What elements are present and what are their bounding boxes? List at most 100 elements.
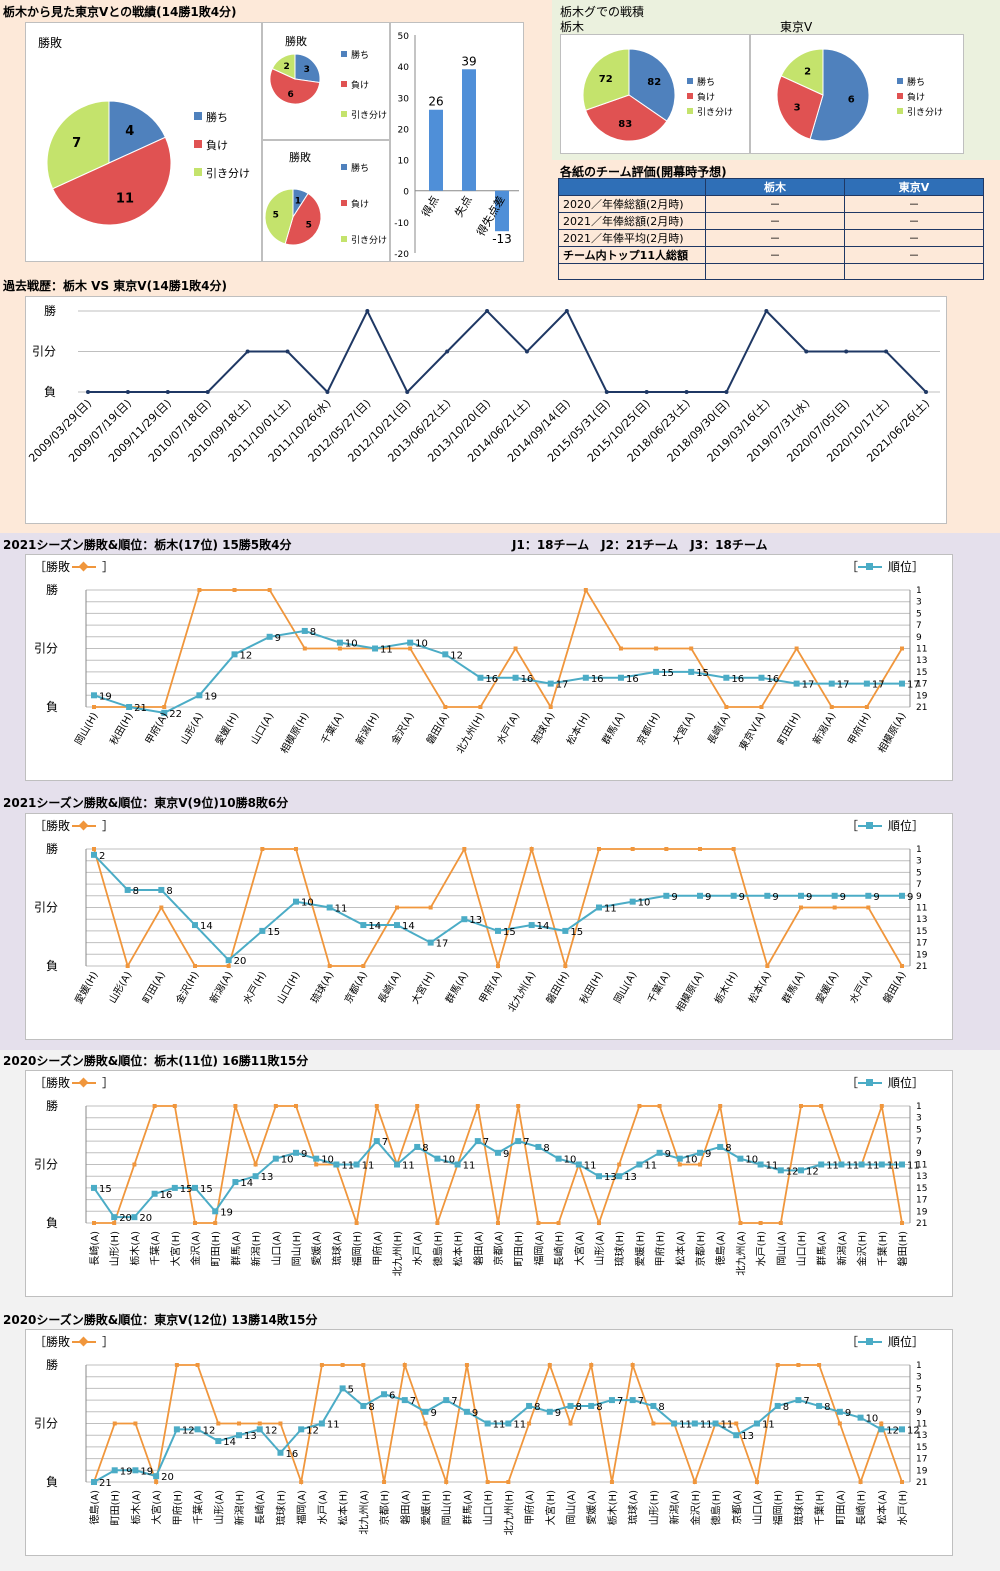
rank-tick-label: 3 <box>916 857 922 867</box>
bar-tick-label: -10 <box>394 219 409 229</box>
rank-point <box>124 886 131 893</box>
rank-point <box>836 1408 843 1415</box>
opponent-label: 松本(H) <box>564 710 593 747</box>
history-y-label: 引分 <box>32 345 56 359</box>
opponent-label: 山口(H) <box>275 969 303 1006</box>
rank-data-label: 5 <box>348 1384 354 1395</box>
rank-point <box>232 1179 239 1186</box>
opponent-label: 京都(A) <box>492 1231 505 1266</box>
rank-point <box>401 1397 408 1404</box>
rank-data-label: 9 <box>705 892 711 903</box>
rank-data-label: 11 <box>341 1161 354 1172</box>
history-point <box>285 349 290 354</box>
legend-swatch <box>341 200 347 206</box>
rank-tick-label: 21 <box>916 1478 927 1488</box>
opponent-label: 長崎(A) <box>375 969 404 1006</box>
rank-point <box>831 892 838 899</box>
result-point <box>267 588 272 592</box>
bar-tick-label: 10 <box>398 157 410 167</box>
history-chart-box: 勝引分負 2009/03/29(日) 2009/07/19(日) 2009/11/29… <box>25 296 947 524</box>
pie-slice <box>51 136 172 226</box>
history-point <box>684 390 689 394</box>
history-point <box>604 390 609 394</box>
rank-point <box>526 1402 533 1409</box>
result-y-label: 勝 <box>46 1098 58 1113</box>
result-point <box>299 1480 304 1484</box>
pie-slice <box>294 53 321 84</box>
opponent-label: 町田(H) <box>514 1231 525 1266</box>
rank-data-label: 12 <box>203 1425 216 1436</box>
rank-point <box>656 1149 663 1156</box>
opponent-label: 町田(A) <box>141 970 168 1006</box>
result-point <box>193 1221 197 1225</box>
result-point <box>837 1421 842 1426</box>
rank-point <box>535 1143 542 1150</box>
pie-value-label: 83 <box>618 119 632 130</box>
rank-data-label: 14 <box>240 1178 253 1189</box>
result-point <box>858 1480 863 1484</box>
opponent-label: 京都(H) <box>378 1490 391 1525</box>
rank-point <box>443 1397 450 1404</box>
rank-point <box>454 1161 461 1168</box>
legend-result-label: ［勝敗 <box>34 1075 70 1090</box>
rank-tick-label: 1 <box>916 845 922 855</box>
legend-rank-label: ［ <box>846 560 858 574</box>
result-point <box>159 905 164 910</box>
rank-point <box>547 680 554 687</box>
opponent-label: 徳島(A) <box>714 1231 727 1266</box>
rank-data-label: 8 <box>824 1402 830 1413</box>
result-y-label: 引分 <box>34 1417 58 1431</box>
rank-point <box>863 680 870 687</box>
opponent-label: 磐田(H) <box>896 1231 909 1266</box>
rank-tick-label: 15 <box>916 668 927 678</box>
rank-data-label: 8 <box>783 1402 789 1413</box>
rank-data-label: 16 <box>521 674 534 685</box>
rank-data-label: 15 <box>99 1184 112 1195</box>
rank-point <box>717 1143 724 1150</box>
rank-point <box>562 927 569 934</box>
opponent-label: 岡山(A) <box>612 969 640 1005</box>
bar-category-label: 得点 <box>419 194 441 220</box>
legend-rank-end: 順位］ <box>888 1075 924 1090</box>
rank-data-label: 14 <box>537 921 550 932</box>
opponent-label: 徳島(A) <box>88 1490 101 1525</box>
rank-point <box>691 1420 698 1427</box>
history-point <box>724 390 729 394</box>
legend-result-marker <box>78 820 89 831</box>
opponent-label: 岡山(A) <box>776 1231 788 1266</box>
eval-cell: － <box>705 212 845 230</box>
result-point <box>428 905 433 910</box>
rank-data-label: 11 <box>335 904 348 915</box>
opponent-label: 磐田(A) <box>399 1490 412 1525</box>
rank-point <box>293 898 299 905</box>
result-point <box>435 1221 440 1225</box>
result-point <box>506 1480 511 1484</box>
bar <box>429 109 443 191</box>
rank-point <box>505 1420 512 1427</box>
rank-data-label: 13 <box>741 1431 754 1442</box>
rank-data-label: 10 <box>564 1155 577 1166</box>
rank-tick-label: 9 <box>916 633 922 643</box>
rank-data-label: 8 <box>133 886 139 897</box>
rank-data-label: 15 <box>267 927 280 938</box>
result-point <box>260 847 265 851</box>
legend-rank-label: ［ <box>846 819 858 833</box>
rank-point <box>256 1426 263 1433</box>
rank-point <box>857 1414 864 1421</box>
opponent-label: 山口(A) <box>752 1490 764 1525</box>
result-point <box>232 588 237 592</box>
history-point <box>485 309 490 313</box>
rank-point <box>353 1161 360 1168</box>
opponent-label: 甲府(A) <box>476 969 505 1006</box>
rank-data-label: 9 <box>845 1408 851 1419</box>
rank-point <box>555 1155 562 1162</box>
legend-swatch <box>687 108 693 114</box>
rank-point <box>653 668 660 675</box>
rank-data-label: 11 <box>867 1161 880 1172</box>
pie-slice <box>264 188 294 245</box>
rank-point <box>723 674 730 681</box>
rank-point <box>427 939 434 946</box>
